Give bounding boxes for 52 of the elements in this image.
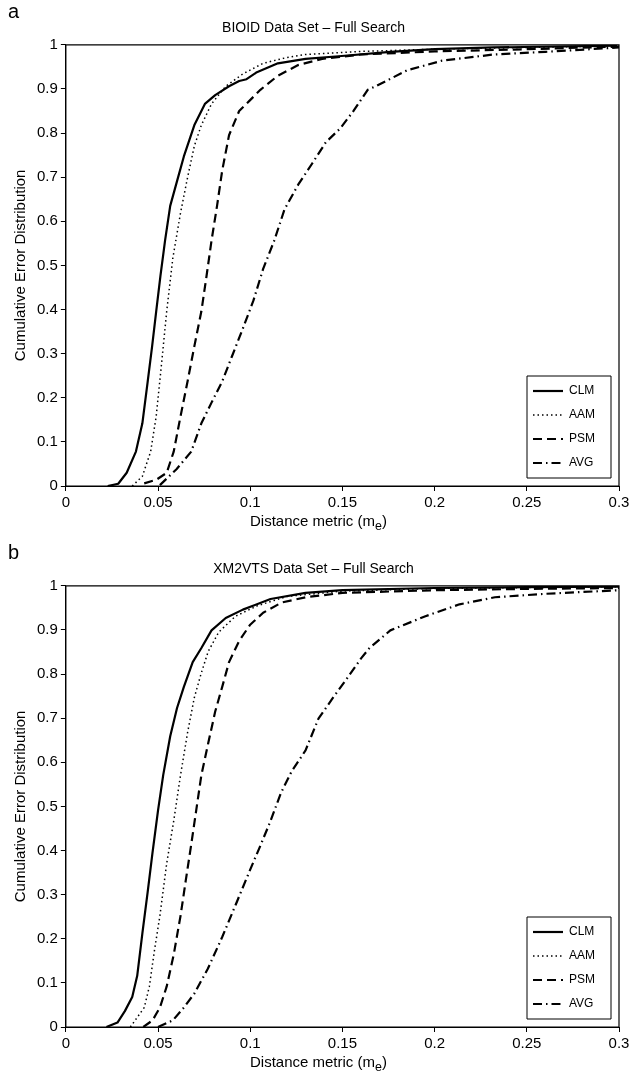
legend-label: PSM [569, 972, 596, 987]
y-tick-label: 0.8 [36, 664, 58, 682]
x-tick-label: 0.25 [512, 493, 542, 511]
y-tick-label: 0 [49, 476, 58, 494]
x-tick-label: 0.15 [327, 493, 358, 511]
x-tick-label: 0.1 [239, 493, 261, 511]
x-tick-label: 0.15 [327, 1034, 358, 1052]
y-tick-label: 0.5 [36, 796, 58, 814]
legend-label: CLM [569, 924, 595, 939]
x-tick-label: 0 [61, 493, 71, 511]
y-tick-label: 0.2 [36, 387, 58, 405]
y-tick-label: 0.6 [36, 211, 58, 229]
y-tick-label: 0.7 [36, 708, 58, 726]
x-tick-label: 0.3 [608, 493, 630, 511]
legend-label: AVG [569, 996, 594, 1011]
x-tick-label: 0.25 [512, 1034, 542, 1052]
text: b [8, 541, 20, 564]
y-tick-label: 0 [49, 1017, 58, 1035]
x-tick-label: 0.1 [239, 1034, 261, 1052]
legend-label: CLM [569, 383, 595, 398]
y-axis-title: Cumulative Error Distribution [11, 169, 29, 362]
y-tick-label: 0.8 [36, 123, 58, 141]
legend-label: PSM [569, 431, 596, 446]
y-tick-label: 0.2 [36, 928, 58, 946]
x-tick-label: 0.2 [424, 493, 446, 511]
y-axis-title: Cumulative Error Distribution [11, 710, 29, 903]
x-tick-label: 0.05 [143, 493, 173, 511]
y-tick-label: 0.9 [36, 79, 58, 97]
x-axis-title: Distance metric (m$_{e}$) [249, 512, 388, 533]
chart-title: XM2VTS Data Set – Full Search [213, 560, 414, 577]
text: a [8, 0, 20, 23]
x-tick-label: 0.3 [608, 1034, 630, 1052]
legend-label: AVG [569, 455, 594, 470]
legend-label: AAM [569, 948, 596, 963]
x-tick-label: 0.05 [143, 1034, 173, 1052]
x-tick-label: 0 [61, 1034, 71, 1052]
x-tick-label: 0.2 [424, 1034, 446, 1052]
y-tick-label: 0.1 [36, 973, 58, 991]
y-tick-label: 0.4 [36, 840, 58, 858]
y-tick-label: 0.4 [36, 299, 58, 317]
y-tick-label: 0.7 [36, 167, 58, 185]
y-tick-label: 1 [49, 575, 58, 593]
y-tick-label: 0.5 [36, 255, 58, 273]
x-axis-title: Distance metric (m$_{e}$) [249, 1053, 388, 1074]
y-tick-label: 0.6 [36, 752, 58, 770]
y-tick-label: 0.9 [36, 620, 58, 638]
y-tick-label: 0.3 [36, 884, 58, 902]
y-tick-label: 0.3 [36, 343, 58, 361]
y-tick-label: 0.1 [36, 432, 58, 450]
legend-label: AAM [569, 407, 596, 422]
y-tick-label: 1 [49, 34, 58, 52]
chart-title: BIOID Data Set – Full Search [222, 19, 405, 36]
